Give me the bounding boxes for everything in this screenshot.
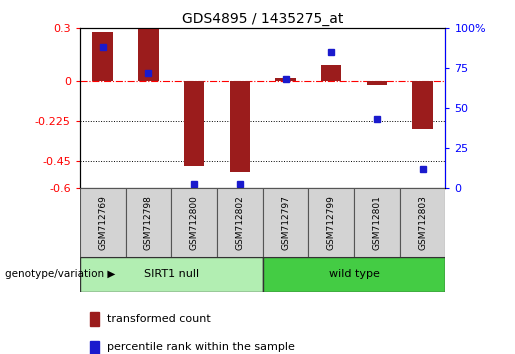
Bar: [308, 188, 354, 257]
Text: GSM712798: GSM712798: [144, 195, 153, 250]
Bar: [321, 65, 341, 81]
Bar: [275, 78, 296, 81]
Bar: [354, 188, 400, 257]
Bar: [138, 29, 159, 81]
Text: GSM712802: GSM712802: [235, 195, 244, 250]
Text: transformed count: transformed count: [107, 314, 211, 324]
Bar: [367, 81, 387, 85]
Text: wild type: wild type: [329, 269, 380, 279]
Bar: [126, 188, 171, 257]
Bar: [92, 32, 113, 81]
Bar: [80, 257, 263, 292]
Text: GSM712803: GSM712803: [418, 195, 427, 250]
Bar: [263, 257, 445, 292]
Text: GSM712797: GSM712797: [281, 195, 290, 250]
Bar: [230, 81, 250, 172]
Text: genotype/variation ▶: genotype/variation ▶: [5, 269, 115, 279]
Text: GSM712799: GSM712799: [327, 195, 336, 250]
Bar: [217, 188, 263, 257]
Bar: [80, 188, 126, 257]
Bar: [400, 188, 445, 257]
Text: GSM712801: GSM712801: [372, 195, 382, 250]
Bar: [184, 81, 204, 166]
Text: GSM712800: GSM712800: [190, 195, 199, 250]
Text: SIRT1 null: SIRT1 null: [144, 269, 199, 279]
Text: percentile rank within the sample: percentile rank within the sample: [107, 342, 295, 352]
Bar: [413, 81, 433, 129]
Bar: [263, 188, 308, 257]
Text: GSM712769: GSM712769: [98, 195, 107, 250]
Bar: [171, 188, 217, 257]
Title: GDS4895 / 1435275_at: GDS4895 / 1435275_at: [182, 12, 344, 26]
